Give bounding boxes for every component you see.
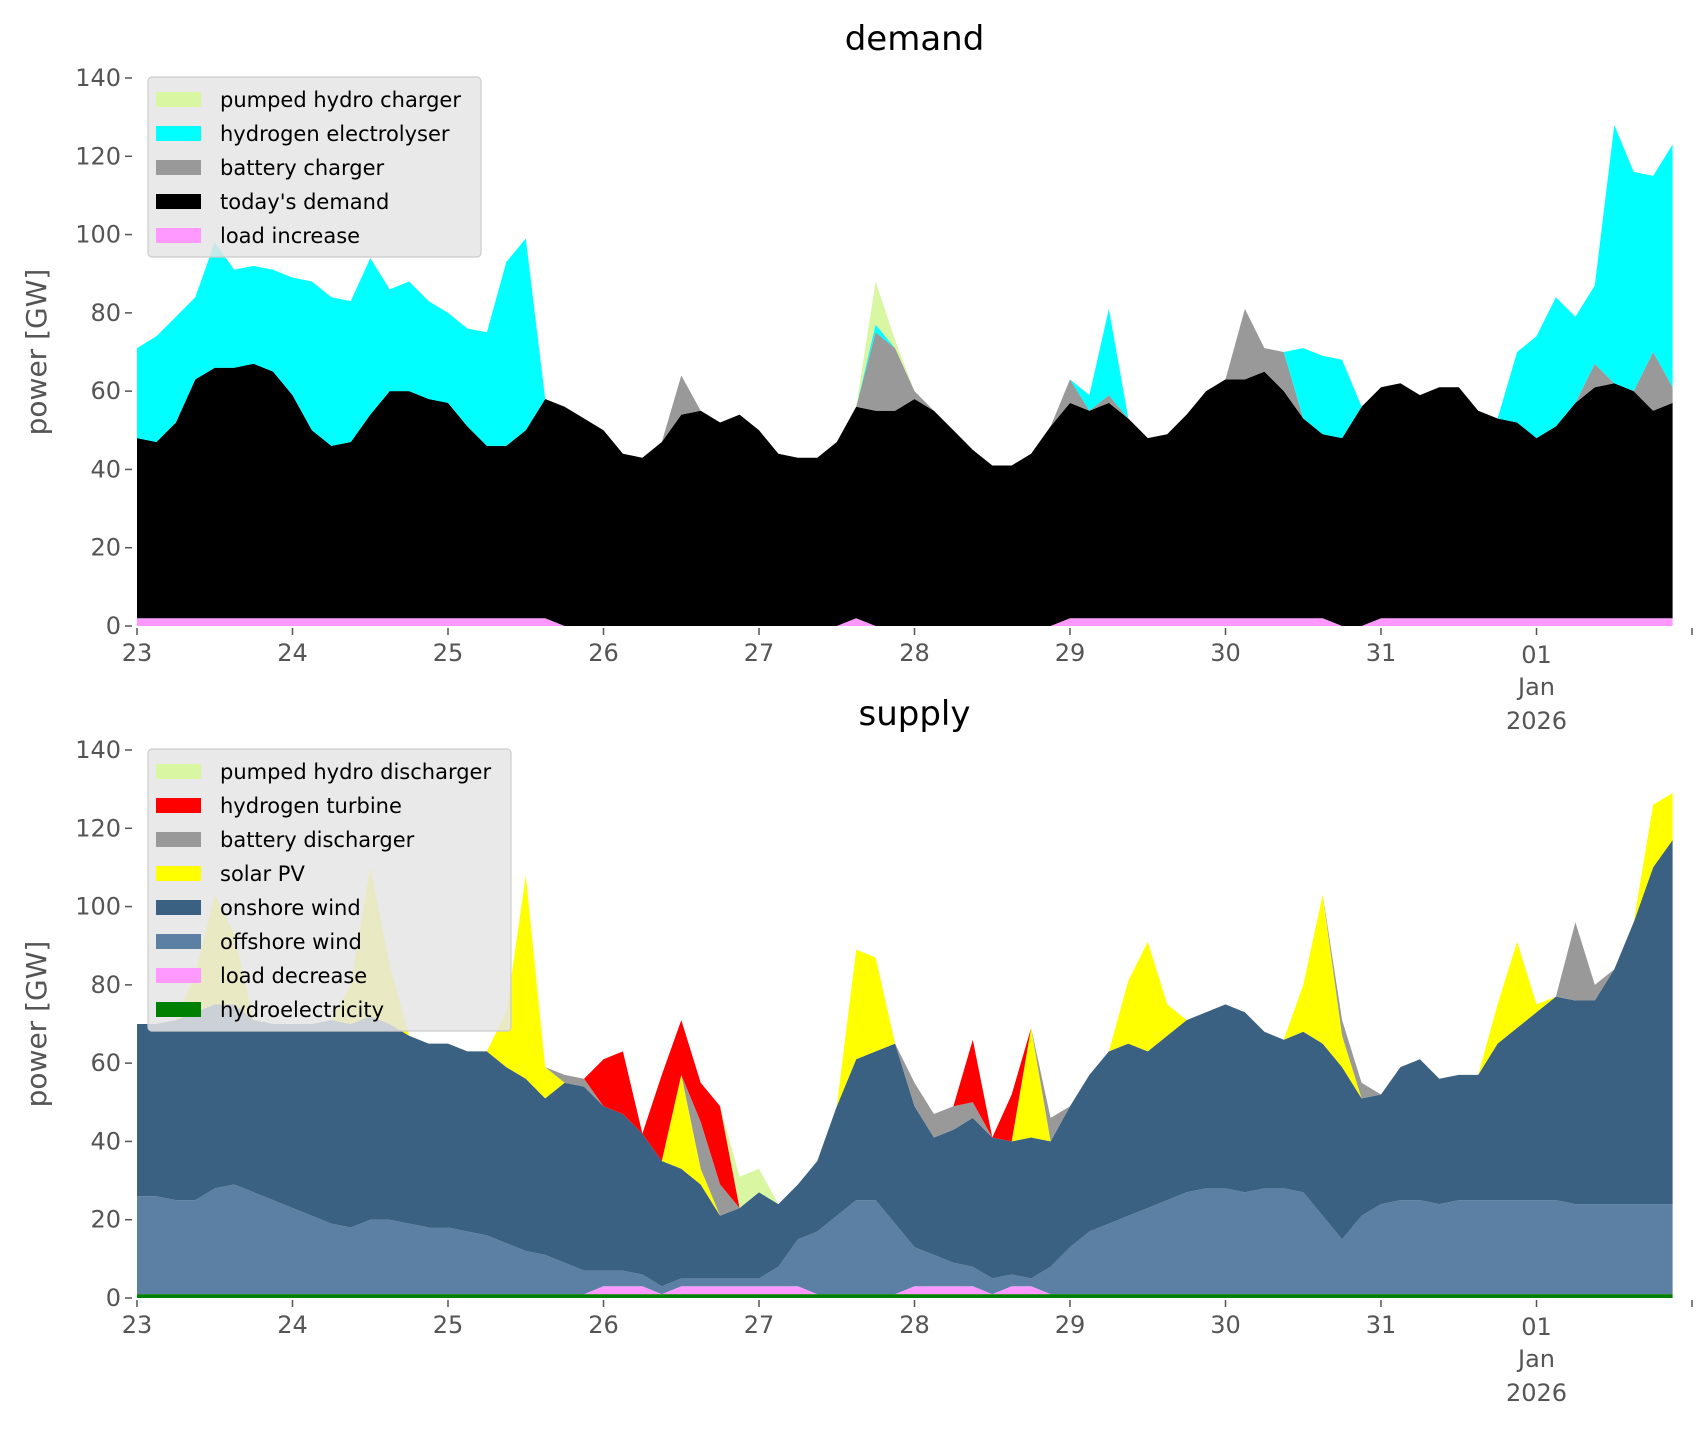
legend-swatch: [156, 1002, 201, 1017]
legend-label: battery charger: [220, 156, 385, 180]
legend-label: offshore wind: [220, 930, 362, 954]
legend-swatch: [156, 832, 201, 847]
y-tick-label: 0: [106, 1284, 121, 1312]
legend-label: onshore wind: [220, 896, 361, 920]
y-tick-label: 20: [90, 1206, 121, 1234]
y-axis-label: power [GW]: [20, 941, 53, 1108]
y-axis-label: power [GW]: [20, 269, 53, 436]
x-tick-label: 26: [588, 1311, 619, 1339]
x-tick-label: 24: [277, 639, 308, 667]
legend-label: hydrogen electrolyser: [220, 122, 450, 146]
legend-label: hydroelectricity: [220, 998, 384, 1022]
chart-title: supply: [859, 694, 971, 734]
legend-swatch: [156, 866, 201, 881]
x-tick-label: 27: [744, 1311, 775, 1339]
legend-swatch: [156, 764, 201, 779]
legend-swatch: [156, 160, 201, 175]
x-tick-label: 28: [899, 1311, 930, 1339]
y-tick-label: 100: [75, 893, 121, 921]
legend-swatch: [156, 92, 201, 107]
area-load-decrease: [137, 1286, 1673, 1295]
x-tick-label: 27: [744, 639, 775, 667]
y-tick-label: 80: [90, 299, 121, 327]
area-load-increase: [137, 618, 1673, 626]
x-tick-label: 24: [277, 1311, 308, 1339]
x-tick-label: 31: [1366, 1311, 1397, 1339]
legend-label: solar PV: [220, 862, 305, 886]
legend-swatch: [156, 194, 201, 209]
x-tick-label: 28: [899, 639, 930, 667]
y-tick-label: 40: [90, 1127, 121, 1155]
y-tick-label: 140: [75, 736, 121, 764]
legend-swatch: [156, 126, 201, 141]
x-tick-label: 29: [1055, 639, 1086, 667]
x-tick-label: 30: [1210, 1311, 1241, 1339]
legend-swatch: [156, 228, 201, 243]
legend-label: battery discharger: [220, 828, 415, 852]
x-tick-label: 29: [1055, 1311, 1086, 1339]
x-tick-label: 25: [433, 639, 464, 667]
y-tick-label: 20: [90, 534, 121, 562]
x-tick-label: 01: [1521, 1313, 1552, 1341]
y-tick-label: 100: [75, 221, 121, 249]
x-tick-label: 23: [122, 639, 153, 667]
y-tick-label: 80: [90, 971, 121, 999]
y-tick-label: 40: [90, 455, 121, 483]
x-tick-label: Jan: [1516, 673, 1555, 701]
legend-label: pumped hydro charger: [220, 88, 461, 112]
area-today-s-demand: [137, 363, 1673, 626]
y-tick-label: 120: [75, 814, 121, 842]
x-tick-label: 23: [122, 1311, 153, 1339]
y-tick-label: 0: [106, 612, 121, 640]
legend-swatch: [156, 900, 201, 915]
x-tick-label: 25: [433, 1311, 464, 1339]
x-tick-label: 2026: [1506, 707, 1567, 735]
y-tick-label: 60: [90, 377, 121, 405]
area-hydrogen-electrolyser: [137, 125, 1673, 466]
area-hydroelectricity: [137, 1294, 1673, 1298]
y-tick-label: 140: [75, 64, 121, 92]
x-tick-label: 01: [1521, 641, 1552, 669]
legend-label: load decrease: [220, 964, 367, 988]
x-tick-label: 2026: [1506, 1379, 1567, 1407]
x-tick-label: 30: [1210, 639, 1241, 667]
legend-swatch: [156, 934, 201, 949]
legend-label: pumped hydro discharger: [220, 760, 491, 784]
y-tick-label: 120: [75, 142, 121, 170]
legend: [147, 76, 482, 258]
x-tick-label: 31: [1366, 639, 1397, 667]
area-battery-charger: [137, 308, 1673, 466]
chart-supply: supply 0 20 40 60 80 100 120 140 power [GW] 23 24 25…: [20, 694, 1693, 1407]
legend-swatch: [156, 968, 201, 983]
legend-label: load increase: [220, 224, 360, 248]
area-onshore-wind: [137, 840, 1673, 1287]
x-tick-label: Jan: [1516, 1345, 1555, 1373]
x-tick-label: 26: [588, 639, 619, 667]
legend-label: today's demand: [220, 190, 389, 214]
chart-demand: demand 0 20 40 60 80 100 120 140 power [GW] 23 24 25…: [20, 19, 1693, 735]
chart-title: demand: [845, 19, 985, 59]
legend-label: hydrogen turbine: [220, 794, 402, 818]
y-tick-label: 60: [90, 1049, 121, 1077]
area-offshore-wind: [137, 1184, 1673, 1295]
legend-swatch: [156, 798, 201, 813]
legend: [147, 748, 512, 1032]
